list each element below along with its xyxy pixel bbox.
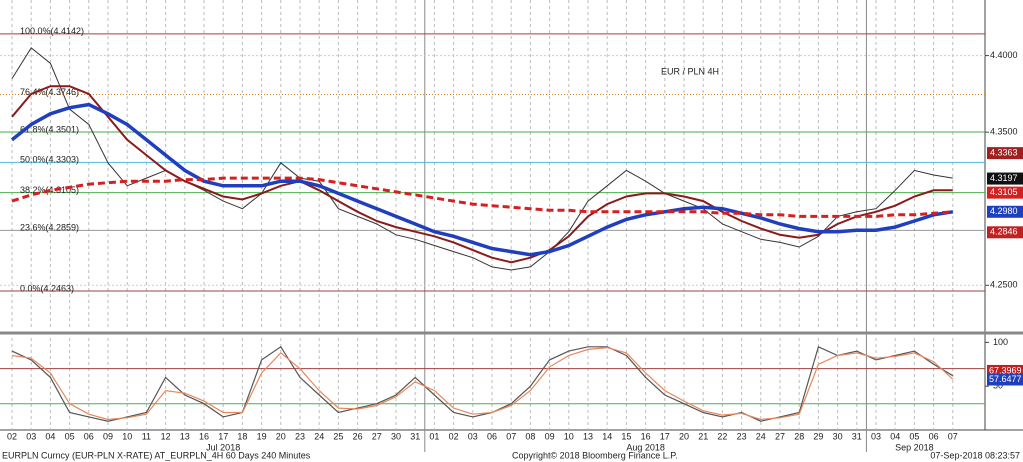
- osc-tag-label: 67.3969: [989, 365, 1022, 375]
- x-tick-label: 24: [314, 431, 324, 441]
- x-tick-label: 17: [660, 431, 670, 441]
- x-tick-label: 04: [45, 431, 55, 441]
- y-tick-label: 4.4000: [990, 50, 1018, 60]
- x-tick-label: 05: [909, 431, 919, 441]
- x-tick-label: 15: [621, 431, 631, 441]
- price-tag-box: [987, 226, 1023, 239]
- price-tag: 4.3363: [987, 147, 1023, 160]
- series-line: [10, 102, 954, 257]
- x-tick-label: 03: [871, 431, 881, 441]
- x-tick-label: 25: [333, 431, 343, 441]
- x-tick-label: 03: [26, 431, 36, 441]
- x-tick-label: 16: [199, 431, 209, 441]
- x-tick-label: 22: [717, 431, 727, 441]
- x-tick-label: 30: [391, 431, 401, 441]
- fib-label: 23.6%(4.2859): [20, 223, 79, 233]
- x-tick-label: 12: [161, 431, 171, 441]
- x-tick-label: 20: [679, 431, 689, 441]
- x-tick-label: 05: [65, 431, 75, 441]
- x-tick-label: 27: [775, 431, 785, 441]
- x-tick-label: 13: [180, 431, 190, 441]
- price-tag-label: 4.3197: [990, 173, 1018, 183]
- x-tick-label: 18: [237, 431, 247, 441]
- osc-tag: 57.6477: [987, 373, 1023, 386]
- x-tick-label: 29: [813, 431, 823, 441]
- price-tag-box: [987, 186, 1023, 199]
- x-tick-label: 10: [564, 431, 574, 441]
- month-label: Jul 2018: [206, 442, 240, 452]
- x-tick-label: 03: [468, 431, 478, 441]
- price-tag-box: [987, 205, 1023, 218]
- x-tick-label: 21: [698, 431, 708, 441]
- footer-right: 07-Sep-2018 08:23:57: [930, 450, 1020, 460]
- x-tick-label: 06: [487, 431, 497, 441]
- footer-center: Copyright© 2018 Bloomberg Finance L.P.: [512, 450, 678, 460]
- price-tag-label: 4.2846: [990, 227, 1018, 237]
- month-label: Sep 2018: [895, 442, 934, 452]
- x-tick-label: 02: [449, 431, 459, 441]
- chart-title: EUR / PLN 4H: [661, 66, 719, 76]
- price-tag-label: 4.3105: [990, 187, 1018, 197]
- price-tag-label: 4.3363: [990, 148, 1018, 158]
- price-tag: 4.3105: [987, 186, 1023, 199]
- x-tick-label: 01: [429, 431, 439, 441]
- x-tick-label: 06: [84, 431, 94, 441]
- x-tick-label: 11: [142, 431, 151, 441]
- x-tick-label: 28: [794, 431, 804, 441]
- x-tick-label: 04: [890, 431, 900, 441]
- fib-label: 0.0%(4.2463): [20, 283, 74, 293]
- osc-tag-box: [987, 373, 1023, 386]
- fib-label: 50.0%(4.3303): [20, 155, 79, 165]
- x-tick-label: 19: [257, 431, 267, 441]
- x-tick-label: 26: [353, 431, 363, 441]
- y-tick-label: 4.2500: [990, 280, 1018, 290]
- fib-label: 61.8%(4.3501): [20, 124, 79, 134]
- footer-left: EURPLN Curncy (EUR-PLN X-RATE) AT_EURPLN…: [2, 450, 311, 460]
- x-tick-label: 07: [506, 431, 516, 441]
- x-tick-label: 13: [583, 431, 593, 441]
- price-tag-box: [987, 147, 1023, 160]
- x-tick-label: 07: [948, 431, 958, 441]
- price-tag-box: [987, 172, 1023, 185]
- series-line: [11, 345, 954, 422]
- price-tag: 4.3197: [987, 172, 1023, 185]
- x-tick-label: 08: [525, 431, 535, 441]
- osc-tick-label: 100: [993, 337, 1008, 347]
- x-tick-label: 09: [545, 431, 555, 441]
- x-tick-label: 27: [372, 431, 382, 441]
- x-tick-label: 10: [122, 431, 132, 441]
- x-tick-label: 17: [218, 431, 228, 441]
- fib-label: 100.0%(4.4142): [20, 26, 84, 36]
- month-label: Aug 2018: [626, 442, 665, 452]
- x-tick-label: 14: [602, 431, 612, 441]
- price-tag: 4.2980: [987, 205, 1023, 218]
- price-tag-label: 4.2980: [990, 206, 1018, 216]
- x-tick-label: 16: [641, 431, 651, 441]
- x-tick-label: 20: [276, 431, 286, 441]
- fib-label: 76.4%(4.3746): [20, 87, 79, 97]
- x-tick-label: 30: [833, 431, 843, 441]
- osc-tag-label: 57.6477: [989, 374, 1022, 384]
- x-tick-label: 24: [756, 431, 766, 441]
- x-tick-label: 06: [929, 431, 939, 441]
- x-tick-label: 31: [410, 431, 420, 441]
- x-tick-label: 23: [737, 431, 747, 441]
- y-tick-label: 4.3500: [990, 127, 1018, 137]
- series-line: [11, 346, 954, 421]
- x-tick-label: 31: [852, 431, 862, 441]
- series-line: [11, 176, 953, 218]
- x-tick-label: 02: [7, 431, 17, 441]
- series-line: [11, 85, 953, 264]
- price-tag: 4.2846: [987, 226, 1023, 239]
- osc-tick-label: 50: [993, 381, 1003, 391]
- x-tick-label: 09: [103, 431, 113, 441]
- x-tick-label: 23: [295, 431, 305, 441]
